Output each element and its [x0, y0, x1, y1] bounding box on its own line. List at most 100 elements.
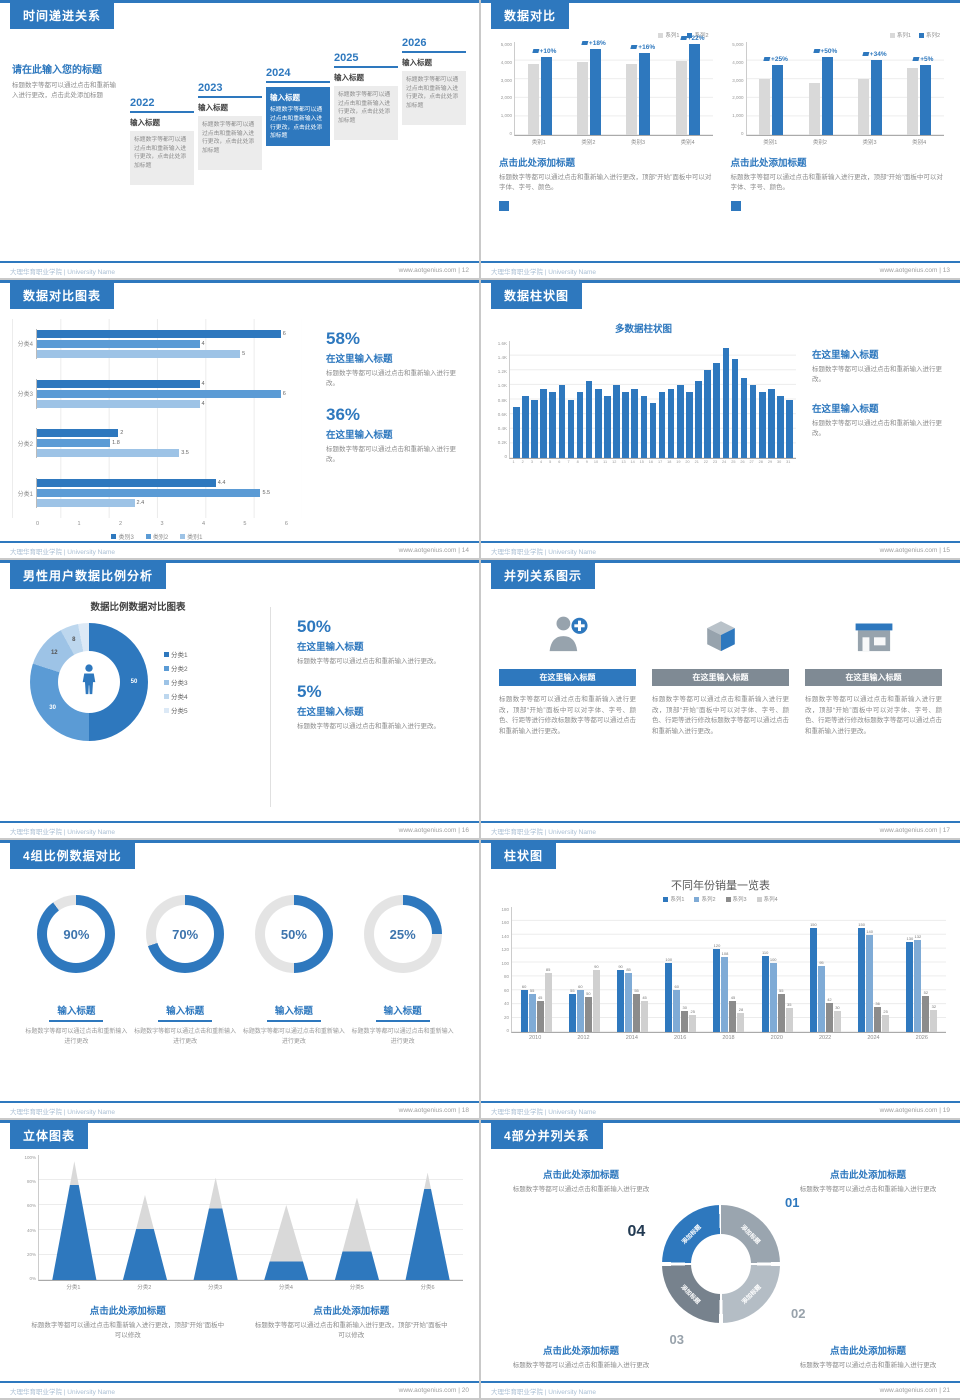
slide-18-four-ratio-rings[interactable]: 4组比例数据对比 90% 输入标题 标题数字等都可以通过点击和重新输入进行更改 70%… — [0, 840, 479, 1118]
corner-caption-bl: 点击此处添加标题 标题数字等都可以通过点击和重新输入进行更改 — [497, 1343, 665, 1371]
ring-title: 输入标题 — [266, 1003, 321, 1022]
footer-university: 大理华育职业学院 | University Name — [10, 828, 115, 836]
y-axis: 100% 80% 60% 40% 20% 0% — [16, 1155, 38, 1281]
bar-value: 2.4 — [136, 500, 145, 507]
slide-title: 4部分并列关系 — [491, 1123, 603, 1149]
chart-legend: 系列1 系列2 系列3 系列4 — [495, 895, 946, 903]
bar-group: +18% — [572, 40, 606, 135]
caption-body: 标题数字等都可以通过点击和重新输入进行更改 — [512, 1361, 650, 1369]
x-axis: 1 2 3 4 5 6 7 8 9 10 11 12 13 14 15 16 17 18 19 20 21 22 23 24 2… — [491, 459, 796, 464]
x-tick: 22 — [703, 460, 708, 464]
y-tick: 1,000 — [500, 113, 512, 119]
legend-label: 系列1 — [670, 897, 685, 903]
bar-类别1: 2.4 — [37, 499, 144, 508]
bar-value: 108 — [721, 951, 729, 956]
caption-2: 点击此处添加标题 标题数字等都可以通过点击和重新输入进行更改，顶部“开始”面板中可… — [254, 1303, 449, 1342]
bar-系列3: 55 — [633, 988, 641, 1032]
legend-label: 类别2 — [152, 535, 169, 541]
bar-value: 130 — [906, 935, 914, 941]
bar-系列2: 55 — [528, 988, 536, 1032]
slide-21-four-part-cycle[interactable]: 4部分并列关系 添加标题 添加标题 添加标题 添加标题 01 02 03 04 点击此处添加标题… — [481, 1120, 960, 1398]
y-tick: 2,000 — [732, 95, 744, 101]
bar-chart: 5,000 4,000 3,000 2,000 1,000 0 +10% +18% +16% +2… — [497, 35, 713, 136]
ring-percent: 90% — [63, 926, 90, 942]
slide-footer: 大理华育职业学院 | University Name www.aotgenius… — [481, 1101, 960, 1118]
footer-university: 大理华育职业学院 | University Name — [10, 1388, 115, 1396]
y-tick: 80% — [26, 1179, 36, 1185]
stat-value: 50% — [297, 617, 332, 636]
y-tick: 180 — [501, 907, 509, 912]
slide-12-timeline[interactable]: 时间递进关系 请在此输入您的标题 标题数字等都可以通过点击和重新输入进行更改，点击… — [0, 0, 479, 278]
bar-day-28 — [758, 392, 766, 458]
ring-title: 输入标题 — [49, 1003, 104, 1022]
legend-item: 类别1 — [180, 532, 203, 541]
y-tick: 160 — [501, 920, 509, 926]
legend-label: 分类2 — [171, 666, 188, 673]
bar-系列2: 85 — [625, 967, 633, 1032]
x-tick: 20 — [685, 460, 690, 464]
y-tick: 80 — [503, 974, 509, 980]
ring-title: 输入标题 — [158, 1003, 213, 1022]
donut-hole — [58, 651, 120, 713]
milestone-body: 标题数字等都可以通过点击和重新输入进行更改，点击此处添加标题 — [338, 92, 391, 125]
bar-group: +22% — [671, 35, 705, 135]
slide-body: 请在此输入您的标题 标题数字等都可以通过点击和重新输入进行更改，点击此处添加标题 2… — [0, 27, 479, 261]
x-tick: 28 — [758, 460, 763, 464]
milestone-label: 输入标题 — [270, 93, 300, 102]
stat-block: 5% 在这里输入标题 标题数字等都可以通过点击和重新输入进行更改。 — [297, 682, 467, 732]
rings-layout: 90% 输入标题 标题数字等都可以通过点击和重新输入进行更改 70% 输入标题 标题数字等… — [0, 867, 479, 1047]
cone-分类3 — [193, 1177, 238, 1280]
x-tick: 16 — [648, 460, 654, 464]
legend-item: 系列1 — [663, 895, 684, 903]
plot-area: +10% +18% +16% +22% — [514, 35, 713, 136]
bar-series2 — [920, 64, 932, 135]
cone-分类4 — [264, 1205, 309, 1280]
bar-day-18 — [667, 388, 675, 458]
ring-percent: 50% — [280, 926, 307, 942]
slide-17-parallel-relation[interactable]: 并列关系图示 在这里输入标题 标题数字等都可以通过点击和重新输入进行更改，顶部“开… — [481, 560, 960, 838]
flag-icon — [763, 57, 771, 62]
flag-icon — [532, 49, 540, 54]
growth-value: +25% — [771, 56, 788, 64]
x-tick: 17 — [657, 460, 663, 464]
slide-20-3d-chart[interactable]: 立体图表 100% 80% 60% 40% 20% 0% 分类1 分类2 分类3 分类4 分类5 分类… — [0, 1120, 479, 1398]
caption-title: 点击此处添加标题 — [829, 1170, 906, 1181]
footer-site-page: www.aotgenius.com | 12 — [398, 267, 469, 274]
slide-15-column-chart[interactable]: 数据柱状图 多数据柱状图 1.6K 1.4K 1.2K 1.0K 0.8K 0.6K 0.4K… — [481, 280, 960, 558]
slide-13-data-comparison[interactable]: 数据对比 系列1 系列2 5,000 4,000 3,000 2,000 1,000 0 +10… — [481, 0, 960, 278]
stat-title: 在这里输入标题 — [326, 354, 393, 365]
bar-value: 60 — [521, 984, 527, 990]
legend-label: 系列2 — [694, 33, 709, 39]
bars: 4.4 5.5 2.4 — [36, 478, 302, 509]
milestone-label: 输入标题 — [130, 118, 160, 127]
bar-value: 55 — [778, 987, 784, 993]
milestone-divider — [266, 81, 330, 83]
bar-value: 45 — [642, 994, 647, 1000]
chart-caption: 点击此处添加标题 标题数字等都可以通过点击和重新输入进行更改，顶部“开始”面板中可… — [729, 155, 945, 211]
x-tick: 30 — [776, 460, 782, 464]
slide-footer: 大理华育职业学院 | University Name www.aotgenius… — [0, 821, 479, 838]
milestone-divider — [334, 66, 398, 68]
x-tick: 分类5 — [349, 1285, 364, 1291]
x-tick: 10 — [593, 460, 599, 464]
bar-day-9 — [585, 381, 593, 458]
bar-value: 25 — [690, 1008, 695, 1014]
segment-label: 添加标题 — [738, 1224, 761, 1246]
slide-14-comparison-chart[interactable]: 数据对比图表 分类4 6 4 5 分类3 4 6 4 分类2 2 1.8 3.5 分类1 4.4 5.5 2.… — [0, 280, 479, 558]
x-tick: 6 — [558, 460, 561, 464]
caption-body: 标题数字等都可以通过点击和重新输入进行更改 — [799, 1361, 937, 1369]
slide-16-donut-analysis[interactable]: 男性用户数据比例分析 数据比例数据对比图表 50 30 12 8 分类1 分类2 分类3 分类4… — [0, 560, 479, 838]
slide-19-bar-chart[interactable]: 柱状图 不同年份销量一览表 系列1 系列2 系列3 系列4 180 160 140 120 100… — [481, 840, 960, 1118]
bar-系列3: 30 — [681, 1005, 689, 1032]
legend-label: 分类1 — [171, 652, 188, 659]
hbar-chart: 分类4 6 4 5 分类3 4 6 4 分类2 2 1.8 3.5 分类1 4.4 5.5 2.4 0 1 2 3 4 5… — [12, 319, 302, 541]
x-tick: 4 — [201, 521, 205, 527]
slide-body: 添加标题 添加标题 添加标题 添加标题 01 02 03 04 点击此处添加标题 标题数字等都可以… — [481, 1147, 960, 1381]
y-axis: 1.6K 1.4K 1.2K 1.0K 0.8K 0.6K 0.4K 0.2K 0 — [491, 341, 509, 459]
bar-系列4: 28 — [737, 1007, 745, 1032]
bar-value: 90 — [594, 963, 599, 969]
bar-group-2012: 55 60 50 90 — [568, 907, 600, 1032]
bar-系列3: 36 — [874, 1001, 882, 1032]
comparison-chart-2: 系列1 系列2 5,000 4,000 3,000 2,000 1,000 0 +25% +50%… — [721, 29, 953, 261]
x-tick: 5 — [243, 521, 247, 527]
